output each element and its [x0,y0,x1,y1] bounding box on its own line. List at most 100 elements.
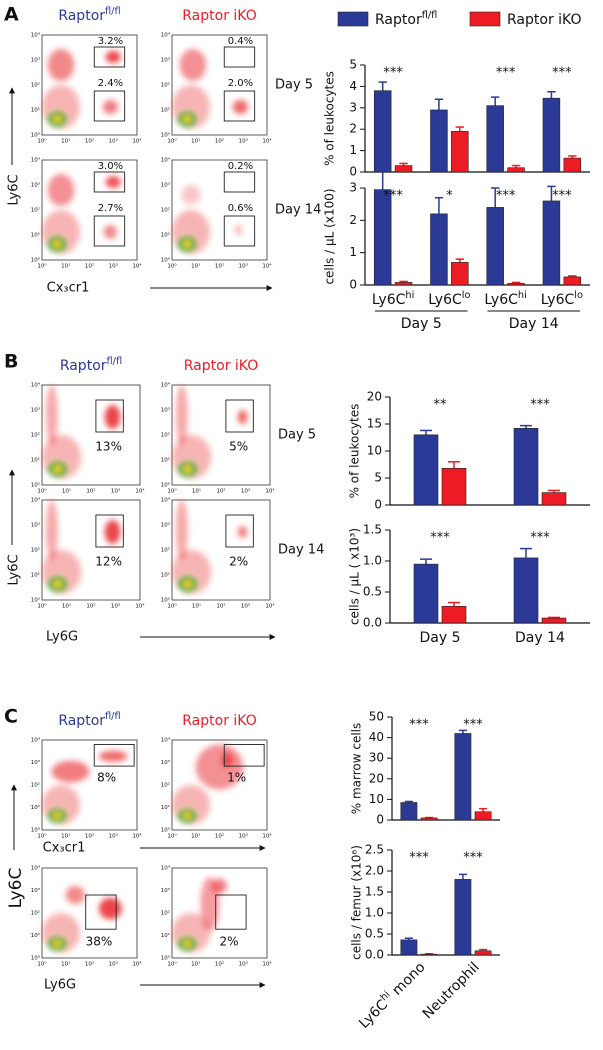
flow-tick-label: 10⁴ [161,865,171,872]
gate [95,514,124,548]
x-tick-label-sup: lo [574,290,583,301]
bar [507,167,525,173]
bar [474,950,492,956]
flow-tick-label: 10¹ [191,833,200,840]
flow-core [182,240,192,248]
flow-tick-label: 10² [215,961,224,968]
significance: ** [434,398,448,413]
bar [454,879,472,956]
y-axis-label: % marrow cells [350,723,364,815]
flow-tick-label: 10³ [161,57,170,64]
x-tick-label: Ly6Chi mono [354,958,428,1032]
flow-cloud [221,752,233,767]
flow-tick-label: 10³ [109,833,118,840]
y-tick-label: 20 [369,771,384,785]
flow-cloud-group [172,500,248,594]
flow-tick-label: 10⁰ [37,603,47,610]
gate [215,894,247,930]
y-tick-label: 1 [349,143,357,157]
flow-tick-label: 10⁰ [37,833,47,840]
bar [542,97,561,173]
bar [441,605,467,624]
flow-cloud-group [42,174,121,254]
panel-flow: 10⁰10⁰10¹10¹10²10²10³10³10⁴10⁴13%10⁰10⁰1… [7,382,325,645]
group-label: Day 14 [509,316,559,332]
bar [430,213,448,286]
flow-tick-label: 10⁰ [167,263,177,270]
flow-cloud [99,897,122,920]
x-tick-label-base: Day 5 [419,630,460,646]
flow-tick-label: 10³ [109,961,118,968]
column-header-sup: fl/fl [105,711,121,722]
x-tick-label: Neutrophil [420,959,483,1022]
gate-percent: 2% [229,555,248,569]
row-label: Day 5 [278,428,316,443]
flow-tick-label: 10⁰ [31,482,41,489]
gate [225,399,254,433]
gate [223,46,256,68]
flow-cloud-group [172,744,244,825]
flow-tick-label: 10⁴ [132,961,142,968]
flow-cloud [102,100,118,114]
bar [413,434,439,506]
column-header-base: Raptor iKO [184,358,258,374]
flow-core [182,580,193,588]
gate-percent: 12% [95,555,122,569]
flow-tick-label: 10⁴ [161,737,171,744]
y-tick-label: 1 [349,245,357,259]
flow-cloud-group [172,385,248,479]
gate [225,514,254,548]
y-tick-label: 50 [369,710,384,724]
significance: * [446,189,453,204]
flow-tick-label: 10² [86,488,95,495]
gate-percent: 2.0% [228,78,253,89]
x-tick-label-sup: lo [462,290,471,301]
flow-cloud [175,385,188,445]
bar [451,262,469,286]
flow-tick-label: 10⁴ [265,603,275,610]
flow-tick-label: 10¹ [161,457,170,464]
flow-cloud-group [42,49,121,129]
x-axis-label: Ly6G [44,978,76,993]
significance: *** [409,718,429,733]
y-tick-label: 10 [367,444,382,458]
flow-tick-label: 10⁴ [31,382,41,389]
flow-cloud [45,385,58,445]
flow-tick-label: 10³ [161,522,170,529]
flow-tick-label: 10⁴ [31,157,41,164]
flow-tick-label: 10³ [239,263,248,270]
x-tick-label: Ly6Clo [428,290,470,309]
significance: *** [552,189,572,204]
significance: *** [552,66,572,81]
flow-tick-label: 10⁴ [135,488,145,495]
flow-tick-label: 10⁰ [31,955,41,962]
bar [430,109,448,173]
flow-tick-label: 10² [31,782,40,789]
flow-tick-label: 10⁰ [37,263,47,270]
gate [93,744,135,767]
flow-tick-label: 10³ [31,57,40,64]
y-tick-label: 2.0 [365,864,384,878]
bar [513,428,539,506]
bar [420,817,438,821]
bar-chart: 0 1 2 3 4 5 % of leukocytes *** *** *** Raptorfl/f… [323,10,590,179]
flow-tick-label: 10⁴ [132,833,142,840]
flow-tick-label: 10² [161,432,170,439]
column-header: Raptor iKO [182,8,256,24]
significance: *** [496,66,516,81]
flow-core [52,465,63,473]
y-tick-label: 10 [369,792,384,806]
flow-tick-label: 10³ [239,138,248,145]
significance: *** [430,531,450,546]
bar [454,733,472,821]
flow-tick-label: 10⁰ [161,827,171,834]
flow-tick-label: 10¹ [61,961,70,968]
flow-tick-label: 10¹ [161,107,170,114]
y-tick-label: 30 [369,751,384,765]
flow-cloud-group [172,185,243,254]
flow-tick-label: 10⁴ [161,497,171,504]
legend-swatch [469,11,501,27]
flow-tick-label: 10² [85,833,94,840]
flow-cloud [47,49,75,81]
